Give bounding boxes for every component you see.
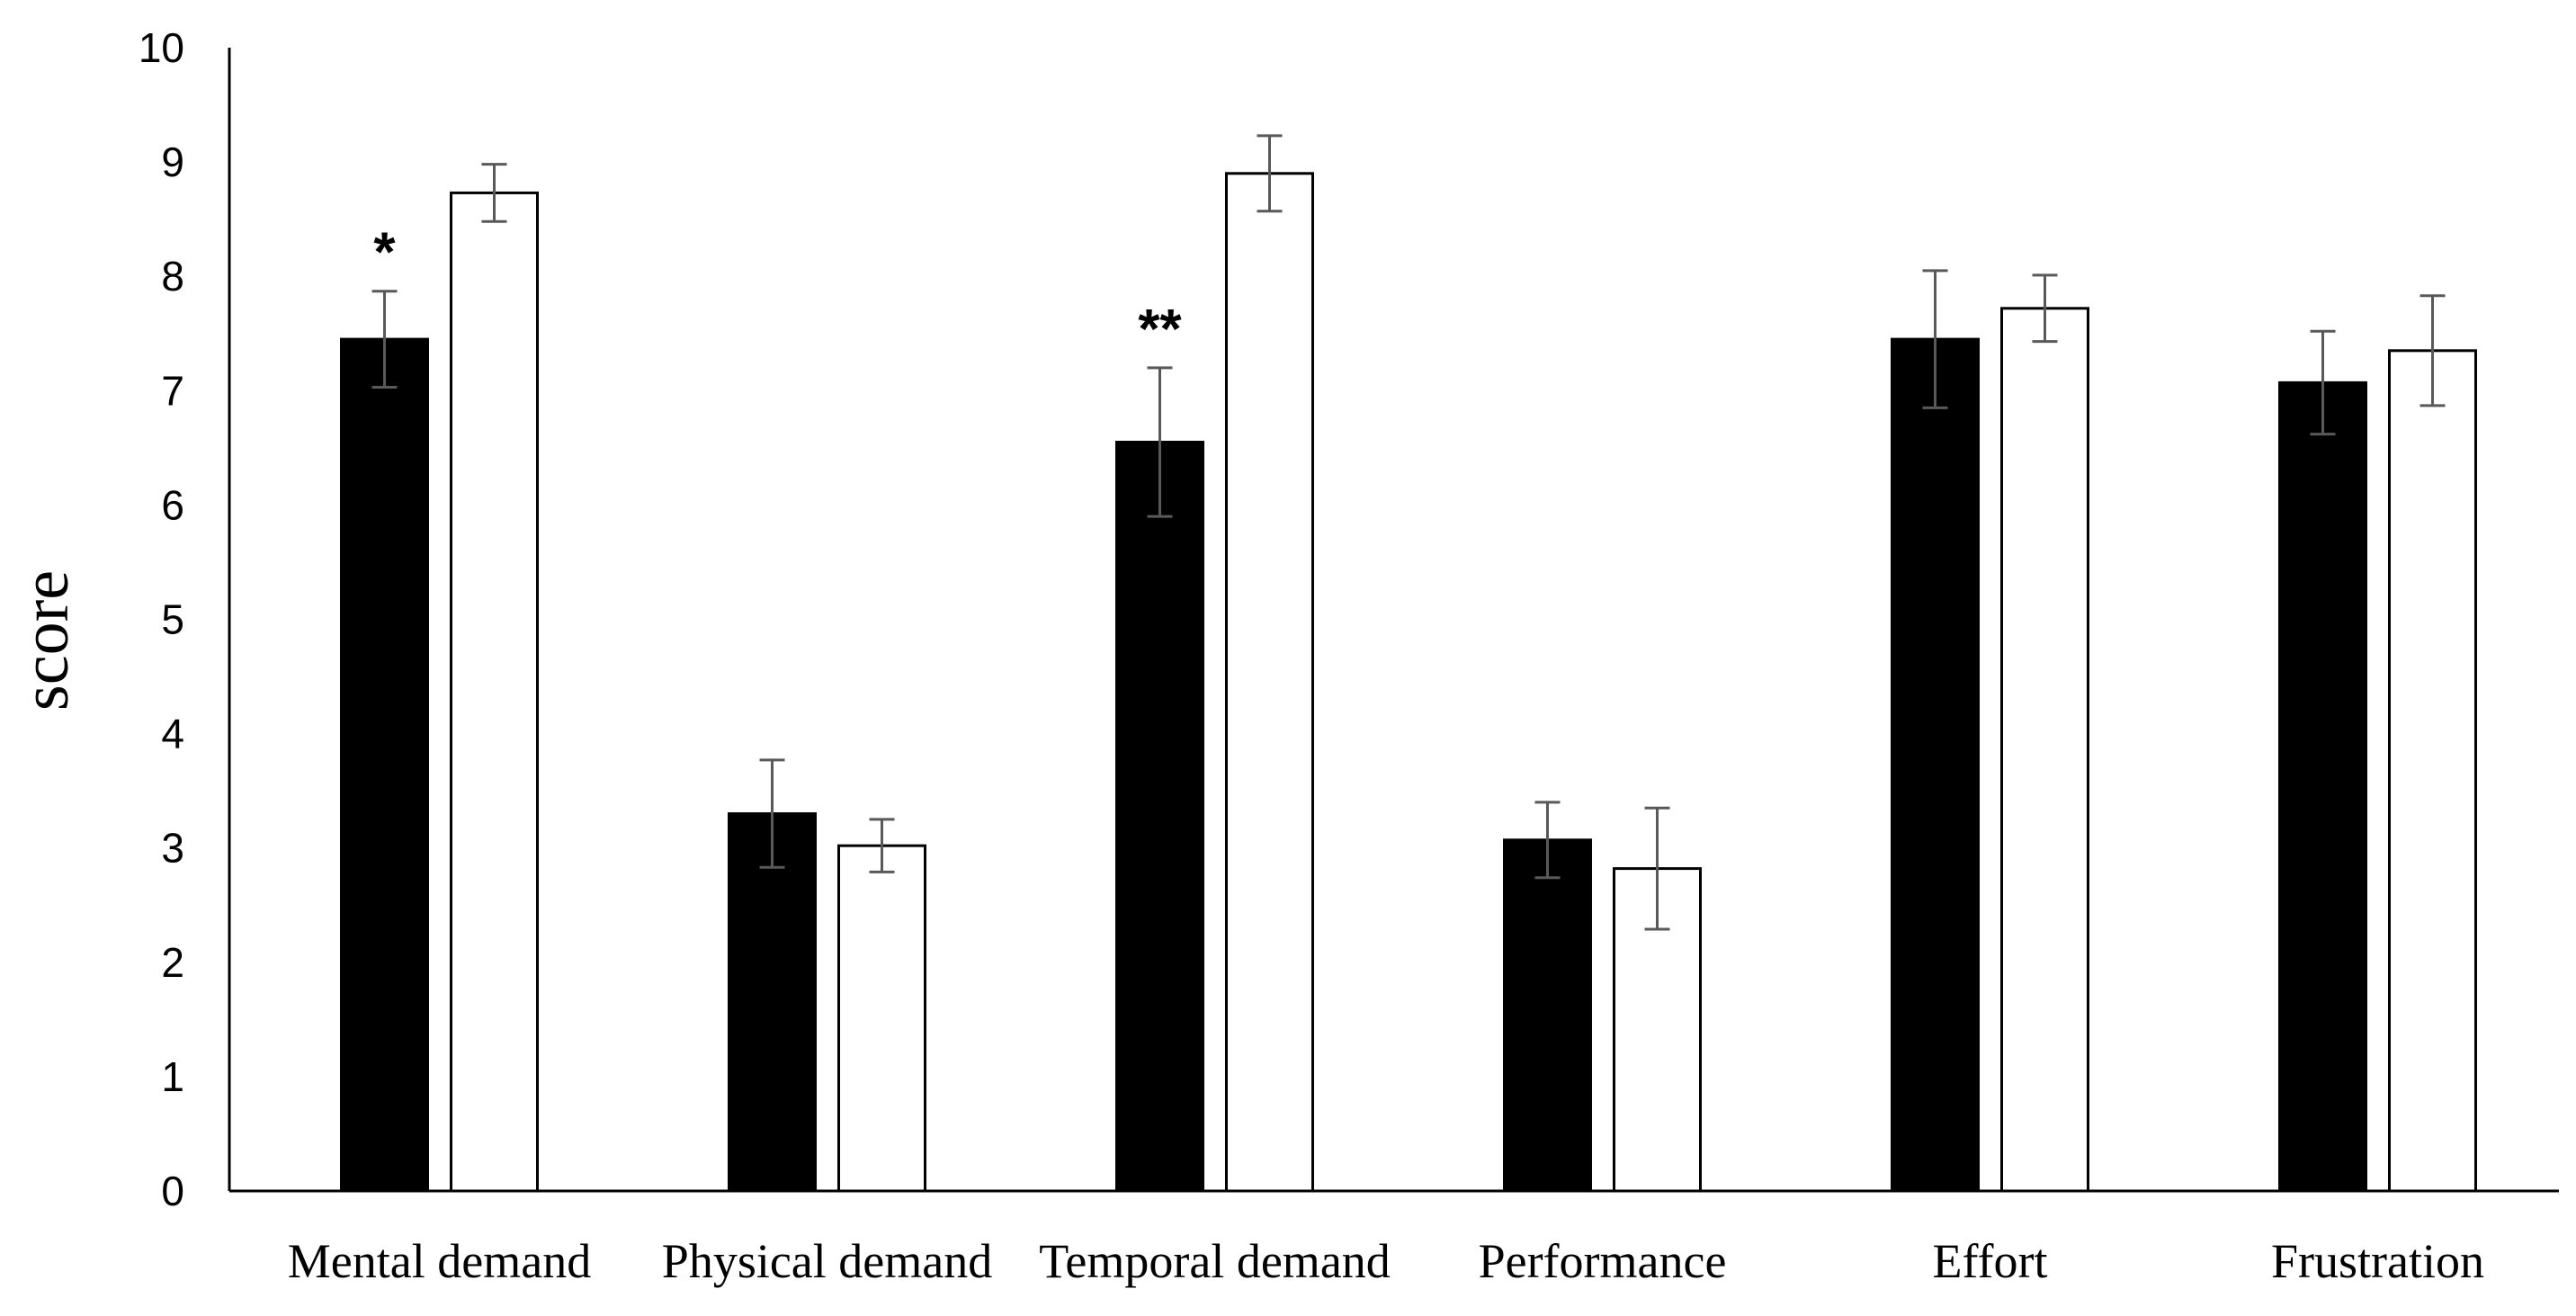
bar <box>1503 838 1592 1193</box>
bar <box>728 812 817 1193</box>
bar <box>2278 380 2367 1193</box>
y-tick-label: 9 <box>161 139 184 185</box>
bar <box>2000 307 2089 1193</box>
bar <box>340 337 429 1193</box>
bar <box>1225 172 1314 1193</box>
x-category-label: Frustration <box>2271 1234 2484 1288</box>
y-tick-label: 7 <box>161 367 184 414</box>
significance-marker: ** <box>1138 299 1182 361</box>
bar <box>2388 349 2477 1193</box>
x-axis-category-labels: Mental demand Physical demand Temporal dem… <box>288 1234 2484 1288</box>
significance-annotations: *** <box>373 222 1182 361</box>
bar <box>450 191 539 1193</box>
y-tick-label: 2 <box>161 939 184 986</box>
y-tick-label: 6 <box>161 481 184 528</box>
x-category-label: Temporal demand <box>1039 1234 1391 1288</box>
y-tick-label: 4 <box>161 711 184 757</box>
x-category-label: Physical demand <box>662 1234 992 1288</box>
y-tick-label: 0 <box>161 1168 184 1214</box>
y-tick-label: 10 <box>139 24 184 71</box>
x-category-label: Mental demand <box>288 1234 591 1288</box>
error-bars <box>371 134 2446 931</box>
bar <box>837 844 926 1193</box>
y-tick-label: 8 <box>161 253 184 300</box>
bar <box>1891 337 1980 1193</box>
x-category-label: Effort <box>1933 1234 2048 1288</box>
bar <box>1115 440 1204 1193</box>
y-tick-label: 5 <box>161 596 184 643</box>
x-category-label: Performance <box>1479 1234 1727 1288</box>
y-axis-ticks: 0 1 2 3 4 5 6 7 8 9 10 <box>139 24 184 1214</box>
significance-marker: * <box>373 222 396 284</box>
y-tick-label: 3 <box>161 825 184 872</box>
y-axis-title: score <box>9 570 83 711</box>
y-tick-label: 1 <box>161 1053 184 1100</box>
bars <box>340 172 2477 1193</box>
